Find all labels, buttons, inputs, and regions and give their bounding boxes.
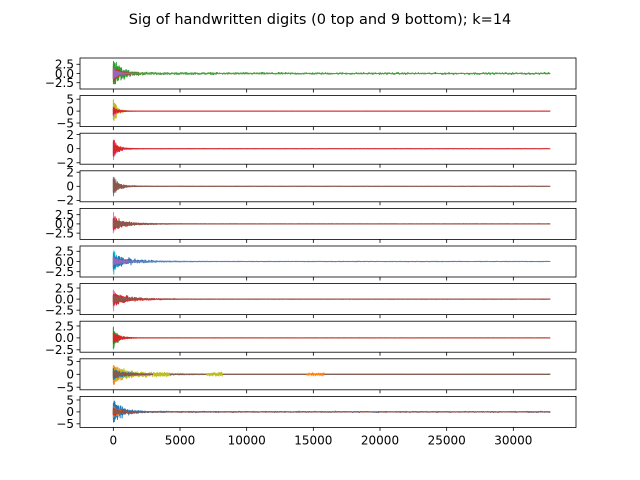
y-tick-label: 0 xyxy=(66,368,74,382)
subplot-stack: 2.50.0−2.550−520−220−22.50.0−2.52.50.0−2… xyxy=(45,58,577,431)
series-trace-digit-4-2 xyxy=(112,219,551,229)
y-tick-label: 2.5 xyxy=(55,58,74,72)
y-tick-label: −2 xyxy=(56,156,74,170)
subplot-traces xyxy=(112,139,551,161)
x-axis: 0 5000 10000 15000 20000 25000 30000 xyxy=(110,433,533,447)
y-tick-label: 5 xyxy=(66,355,74,369)
y-tick-label: 2.5 xyxy=(55,245,74,259)
y-tick-label: 0 xyxy=(66,405,74,419)
y-tick-label: 2 xyxy=(66,166,74,180)
y-tick-label: 2.5 xyxy=(55,281,74,295)
series-trace-digit-7-1 xyxy=(112,332,551,344)
x-tick-label: 0 xyxy=(110,433,118,447)
burst-trace-digit-8-0 xyxy=(152,371,170,378)
subplot-traces xyxy=(112,176,551,197)
y-tick-label: 5 xyxy=(66,92,74,106)
y-tick-label: −5 xyxy=(56,116,74,130)
y-tick-label: 0 xyxy=(66,104,74,118)
y-tick-label: 0 xyxy=(66,180,74,194)
series-trace-digit-1-2 xyxy=(112,107,551,116)
subplot-traces xyxy=(112,400,551,423)
y-tick-label: 0.0 xyxy=(55,255,74,269)
subplot-traces xyxy=(112,250,551,275)
x-tick-label: 20000 xyxy=(361,433,399,447)
y-tick-label: 2.5 xyxy=(55,319,74,333)
y-tick-label: −2.5 xyxy=(45,265,74,279)
subplot-digit-5: 2.50.0−2.5 xyxy=(45,245,577,281)
subplot-digit-1: 50−5 xyxy=(56,92,577,130)
subplot-traces xyxy=(112,289,551,312)
subplot-digit-6: 2.50.0−2.5 xyxy=(45,281,577,319)
subplot-digit-3: 20−2 xyxy=(56,166,577,208)
subplot-digit-8: 50−5 xyxy=(56,355,577,395)
x-tick-label: 25000 xyxy=(428,433,466,447)
x-tick-label: 15000 xyxy=(294,433,332,447)
y-tick-label: 0.0 xyxy=(55,331,74,345)
subplot-traces xyxy=(112,99,551,122)
subplot-digit-7: 2.50.0−2.5 xyxy=(45,319,577,357)
y-tick-label: 0 xyxy=(66,142,74,156)
subplot-traces xyxy=(112,212,551,234)
series-trace-digit-9-3 xyxy=(112,408,551,416)
y-tick-label: 5 xyxy=(66,393,74,407)
x-tick-label: 5000 xyxy=(165,433,196,447)
subplot-frame xyxy=(79,320,577,353)
y-tick-label: −2 xyxy=(56,194,74,208)
y-tick-label: −2.5 xyxy=(45,76,74,90)
y-tick-label: 0.0 xyxy=(55,67,74,81)
series-trace-digit-5-2 xyxy=(112,256,551,266)
subplot-digit-4: 2.50.0−2.5 xyxy=(45,208,577,243)
y-tick-label: 0.0 xyxy=(55,217,74,231)
subplot-traces xyxy=(112,365,551,386)
subplot-traces xyxy=(112,60,551,85)
x-tick-label: 30000 xyxy=(494,433,532,447)
chart-title: Sig of handwritten digits (0 top and 9 b… xyxy=(129,12,512,28)
subplot-digit-9: 50−5 xyxy=(56,393,577,431)
y-tick-label: −2.5 xyxy=(45,343,74,357)
burst-trace-digit-8-2 xyxy=(306,371,325,377)
series-trace-digit-0-2 xyxy=(112,67,551,80)
y-tick-label: −2.5 xyxy=(45,303,74,317)
subplot-digit-2: 20−2 xyxy=(56,128,577,170)
y-tick-label: −5 xyxy=(56,417,74,431)
series-trace-digit-6-2 xyxy=(112,294,551,305)
x-tick-label: 10000 xyxy=(228,433,266,447)
y-tick-label: 0.0 xyxy=(55,292,74,306)
y-tick-label: 2.5 xyxy=(55,208,74,222)
y-tick-label: 2 xyxy=(66,128,74,142)
burst-trace-digit-8-1 xyxy=(206,371,224,378)
y-tick-label: −5 xyxy=(56,381,74,395)
subplot-digit-0: 2.50.0−2.5 xyxy=(45,58,577,93)
y-tick-label: −2.5 xyxy=(45,226,74,240)
series-trace-digit-2-1 xyxy=(112,140,551,157)
subplot-traces xyxy=(112,326,551,350)
series-trace-digit-3-1 xyxy=(112,178,551,194)
